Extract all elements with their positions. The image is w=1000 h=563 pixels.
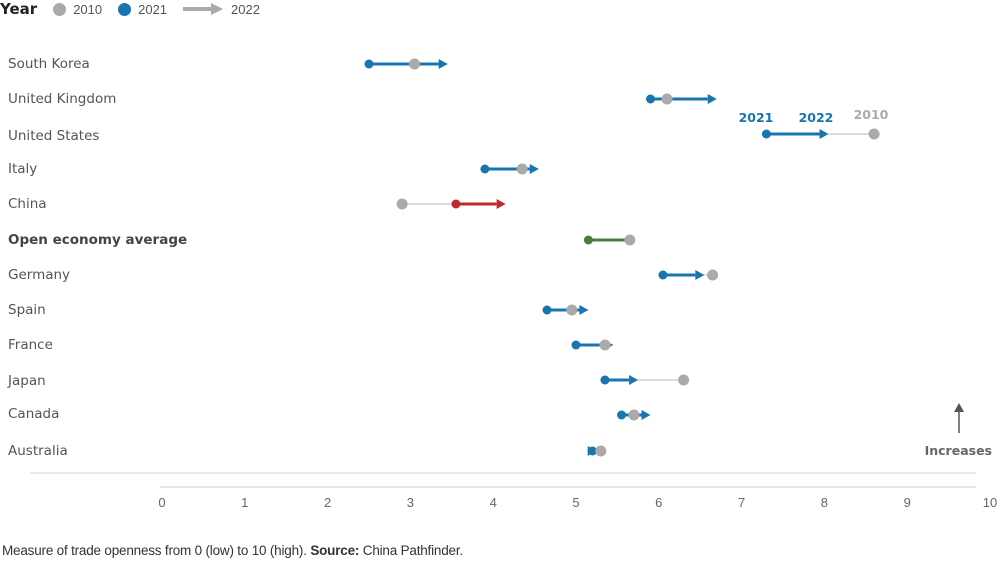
arrow-2022-united-states: [819, 129, 829, 139]
footnote-text: Measure of trade openness from 0 (low) t…: [2, 543, 307, 558]
dot-2010-japan: [678, 374, 690, 386]
row-spain: Spain: [8, 302, 589, 318]
annotation-increases: Increases: [925, 443, 992, 458]
row-south-korea: South Korea: [8, 56, 448, 72]
dot-2021-open-economy-average: [583, 235, 593, 245]
x-axis-ticks: 0 1 2 3 4 5 6 7 8 9 10: [158, 495, 997, 510]
legend-label-2022: 2022: [231, 1, 260, 17]
dot-2010-china: [396, 198, 408, 210]
dot-2021-italy: [480, 164, 490, 174]
x-tick-label-8: 8: [821, 495, 828, 510]
dot-2021-germany: [658, 270, 668, 280]
arrow-2022-canada: [641, 410, 651, 420]
row-label-south-korea: South Korea: [8, 56, 90, 72]
dumbbell-chart: South Korea United Kingdom United States It…: [7, 56, 997, 510]
x-tick-label-1: 1: [241, 495, 248, 510]
x-tick-label-6: 6: [655, 495, 662, 510]
legend-title: Year: [0, 0, 38, 18]
x-tick-label-10: 10: [983, 495, 997, 510]
arrow-2022-south-korea: [438, 59, 448, 69]
legend-label-2010: 2010: [73, 1, 103, 17]
dot-2021-australia: [588, 446, 598, 456]
dot-2021-canada: [617, 410, 627, 420]
legend-item-2022: 2022: [183, 2, 260, 17]
row-label-germany: Germany: [8, 267, 70, 283]
row-label-italy: Italy: [8, 161, 37, 177]
x-tick-label-2: 2: [324, 495, 331, 510]
dot-2010-united-states: [868, 128, 880, 140]
legend-item-2021: 2021: [118, 2, 167, 17]
dot-2021-japan: [600, 375, 610, 385]
dot-2021-france: [571, 340, 581, 350]
row-label-china: China: [8, 196, 47, 212]
row-australia: Australia: [8, 443, 607, 459]
legend-label-2021: 2021: [138, 1, 168, 17]
x-tick-label-9: 9: [904, 495, 911, 510]
dot-2021-spain: [542, 305, 552, 315]
x-tick-label-7: 7: [738, 495, 745, 510]
footnote-source: China Pathfinder.: [362, 543, 463, 558]
annotation-2021: 2021: [739, 110, 774, 125]
arrow-2022-italy: [529, 164, 539, 174]
dot-2010-australia: [595, 445, 607, 457]
footnote-source-label: Source:: [310, 543, 360, 558]
legend-dot-2010: [53, 2, 67, 16]
legend-arrow-2022: [183, 3, 224, 15]
annotation-2010: 2010: [854, 107, 889, 122]
row-france: France: [8, 337, 614, 353]
dot-2010-italy: [516, 163, 528, 175]
dot-2010-france: [599, 339, 611, 351]
annotation-2022: 2022: [799, 110, 834, 125]
row-open-economy-average: Open economy average: [8, 232, 636, 248]
x-tick-label-5: 5: [572, 495, 579, 510]
row-label-united-states: United States: [8, 128, 99, 144]
x-tick-label-0: 0: [158, 495, 165, 510]
arrow-2022-spain: [579, 305, 589, 315]
dot-2010-united-kingdom: [661, 93, 673, 105]
arrow-2022-germany: [695, 270, 705, 280]
dot-2010-germany: [707, 269, 719, 281]
row-label-open-economy-average: Open economy average: [8, 232, 187, 248]
dot-2021-united-kingdom: [646, 94, 656, 104]
chart-rows: South Korea United Kingdom United States It…: [7, 56, 880, 459]
x-tick-label-3: 3: [407, 495, 414, 510]
dot-2010-canada: [628, 409, 640, 421]
legend: Year 2010 2021 2022: [0, 0, 276, 18]
arrow-2022-china: [496, 199, 506, 209]
dot-2010-open-economy-average: [624, 234, 636, 246]
dot-2021-china: [451, 199, 461, 209]
row-label-japan: Japan: [7, 373, 46, 389]
arrow-2022-japan: [629, 375, 639, 385]
legend-item-2010: 2010: [53, 2, 102, 17]
row-japan: Japan: [7, 373, 690, 389]
row-united-states: United States: [8, 128, 880, 144]
row-label-france: France: [8, 337, 53, 353]
dot-2021-south-korea: [364, 59, 374, 69]
increases-arrow-icon: [954, 403, 964, 433]
row-label-spain: Spain: [8, 302, 46, 318]
row-label-united-kingdom: United Kingdom: [8, 91, 116, 107]
row-united-kingdom: United Kingdom: [8, 91, 717, 107]
row-china: China: [8, 196, 506, 212]
row-italy: Italy: [8, 161, 539, 177]
x-tick-label-4: 4: [490, 495, 497, 510]
dot-2010-spain: [566, 304, 578, 316]
row-germany: Germany: [8, 267, 719, 283]
legend-dot-2021: [118, 2, 132, 16]
dot-2021-united-states: [761, 129, 771, 139]
row-label-canada: Canada: [8, 406, 59, 422]
dot-2010-south-korea: [409, 58, 421, 70]
footnote: Measure of trade openness from 0 (low) t…: [2, 543, 463, 558]
row-canada: Canada: [8, 406, 651, 422]
row-label-australia: Australia: [8, 443, 68, 459]
arrow-2022-united-kingdom: [707, 94, 717, 104]
